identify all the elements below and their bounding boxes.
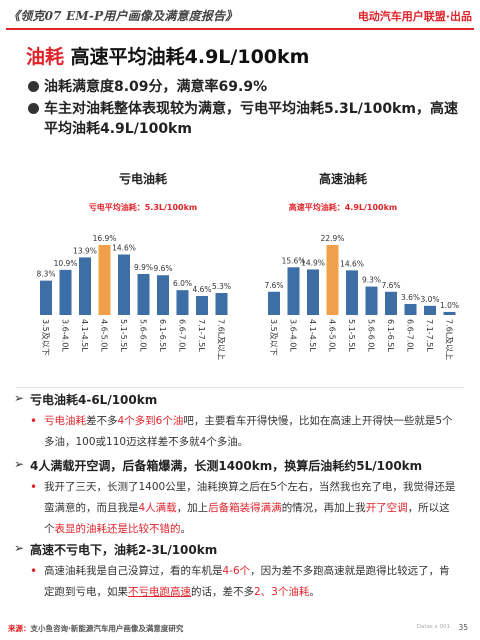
bar: [346, 270, 358, 315]
bar: [98, 245, 111, 315]
section-heading: ➢ 亏电油耗4-6L/100km: [14, 391, 158, 407]
bar: [59, 269, 72, 315]
category-label: 7.1-7.5L: [197, 319, 206, 352]
chart-highway-fuel: 7.6% 3.5及以下 15.6% 3.6-4.0L 14.9% 4.1-4.5L 22.9…: [264, 234, 459, 360]
arrow-icon: ➢: [14, 391, 25, 405]
category-label: 6.1-6.5L: [386, 319, 395, 352]
bar: [176, 290, 189, 315]
section-divider: [16, 387, 464, 388]
data-label: 4.6%: [192, 285, 211, 294]
category-label: 7.1-7.5L: [425, 319, 434, 352]
bar: [326, 245, 339, 315]
bar: [40, 280, 52, 315]
document-title: 《领克07 EM-P用户画像及满意度报告》: [8, 9, 238, 23]
data-label: 13.9%: [73, 246, 97, 255]
data-label: 3.6%: [401, 293, 420, 302]
category-label: 4.1-4.5L: [80, 319, 89, 352]
quote-paragraph: • 高速油耗我是自己没算过，看的车机是4-6个，因为差不多跑高速就是跑得比较远了，…: [30, 561, 456, 603]
category-label: 6.6-7.0L: [406, 319, 415, 352]
category-label: 3.5及以下: [269, 319, 278, 356]
data-label: 14.6%: [340, 259, 364, 268]
data-label: 16.9%: [93, 234, 117, 243]
data-label: 5.3%: [212, 282, 231, 291]
footer-logo: Datas x 001: [416, 624, 450, 630]
data-label: 9.6%: [153, 264, 172, 273]
data-label: 22.9%: [321, 234, 345, 243]
bullet-icon: •: [30, 414, 38, 428]
chart-title-left: 亏电油耗: [118, 172, 167, 186]
bullet-item: 车主对油耗整体表现较为满意，亏电平均油耗5.3L/100km，高速平均油耗4.9…: [28, 99, 460, 139]
bar: [118, 254, 130, 315]
page-title: 油耗 高速平均油耗4.9L/100km: [26, 42, 309, 69]
bar: [424, 305, 436, 315]
category-label: 4.6-5.0L: [328, 319, 337, 352]
brand-label: 电动汽车用户联盟·出品: [357, 10, 472, 23]
bullet-dot-icon: [28, 103, 39, 114]
header-divider: [6, 28, 474, 30]
category-label: 3.5及以下: [41, 319, 50, 356]
bar: [137, 273, 150, 315]
bar: [268, 291, 280, 315]
data-label: 9.3%: [362, 276, 381, 285]
category-label: 6.1-6.5L: [158, 319, 167, 352]
bullet-item: 油耗满意度8.09分，满意率69.9%: [28, 77, 460, 97]
title-keyword: 油耗: [26, 46, 65, 68]
quote-paragraph: • 亏电油耗差不多4个多到6个油吧，主要看车开得快慢，比如在高速上开得快一些就是5…: [30, 411, 456, 453]
arrow-icon: ➢: [14, 541, 25, 555]
bar: [365, 286, 378, 315]
data-label: 9.9%: [134, 263, 153, 272]
bullet-dot-icon: [28, 81, 39, 92]
bar: [196, 295, 208, 315]
chart-subtitle-right: 高速平均油耗：4.9L/100km: [288, 203, 398, 212]
bar: [307, 269, 319, 315]
bullet-text: 车主对油耗整体表现较为满意，亏电平均油耗5.3L/100km，高速平均油耗4.9…: [44, 101, 458, 137]
bar: [385, 291, 397, 315]
category-label: 3.6-4.0L: [61, 319, 70, 352]
data-label: 8.3%: [36, 270, 55, 279]
bullet-icon: •: [30, 480, 38, 494]
bar: [157, 275, 169, 315]
page-header: 《领克07 EM-P用户画像及满意度报告》 电动汽车用户联盟·出品: [0, 0, 480, 34]
page-number: 35: [458, 623, 468, 632]
bar: [404, 303, 417, 315]
data-label: 3.0%: [420, 295, 439, 304]
section-heading: ➢ 高速不亏电下，油耗2-3L/100km: [14, 541, 218, 557]
bar: [215, 293, 228, 315]
section-heading: ➢ 4人满载开空调，后备箱爆满，长测1400km，换算后油耗约5L/100km: [14, 457, 423, 473]
chart-title-right: 高速油耗: [318, 172, 367, 186]
category-label: 6.6-7.0L: [178, 319, 187, 352]
footer-source: 来源：支小鱼咨询·新能源汽车用户画像及满意度研究: [8, 624, 184, 633]
category-label: 7.6L及以上: [445, 319, 454, 360]
category-label: 4.6-5.0L: [100, 319, 109, 352]
bar: [79, 257, 91, 315]
arrow-icon: ➢: [14, 457, 25, 471]
title-text: 高速平均油耗4.9L/100km: [70, 46, 310, 68]
data-label: 7.6%: [264, 281, 283, 290]
category-label: 5.1-5.5L: [119, 319, 128, 352]
category-label: 5.6-6.0L: [139, 319, 148, 352]
bullet-text: 油耗满意度8.09分，满意率69.9%: [44, 79, 268, 95]
data-label: 7.6%: [381, 281, 400, 290]
chart-deficit-fuel: 8.3% 3.5及以下 10.9% 3.6-4.0L 13.9% 4.1-4.5L 16.9…: [36, 234, 231, 360]
data-label: 10.9%: [54, 259, 78, 268]
quote-paragraph: • 我开了三天，长测了1400公里，油耗换算之后在5个左右，当然我也充了电，我觉得…: [30, 477, 456, 540]
category-label: 4.1-4.5L: [308, 319, 317, 352]
data-label: 6.0%: [173, 279, 192, 288]
data-label: 14.6%: [112, 244, 136, 253]
data-label: 14.9%: [301, 258, 325, 267]
bar: [287, 267, 300, 315]
category-label: 5.1-5.5L: [347, 319, 356, 352]
category-label: 7.6L及以上: [217, 319, 226, 360]
category-label: 3.6-4.0L: [289, 319, 298, 352]
category-label: 5.6-6.0L: [367, 319, 376, 352]
data-label: 1.0%: [440, 301, 459, 310]
bar: [443, 311, 456, 315]
data-label: 15.6%: [282, 256, 306, 265]
bullet-icon: •: [30, 564, 38, 578]
chart-subtitle-left: 亏电平均油耗：5.3L/100km: [88, 203, 198, 212]
